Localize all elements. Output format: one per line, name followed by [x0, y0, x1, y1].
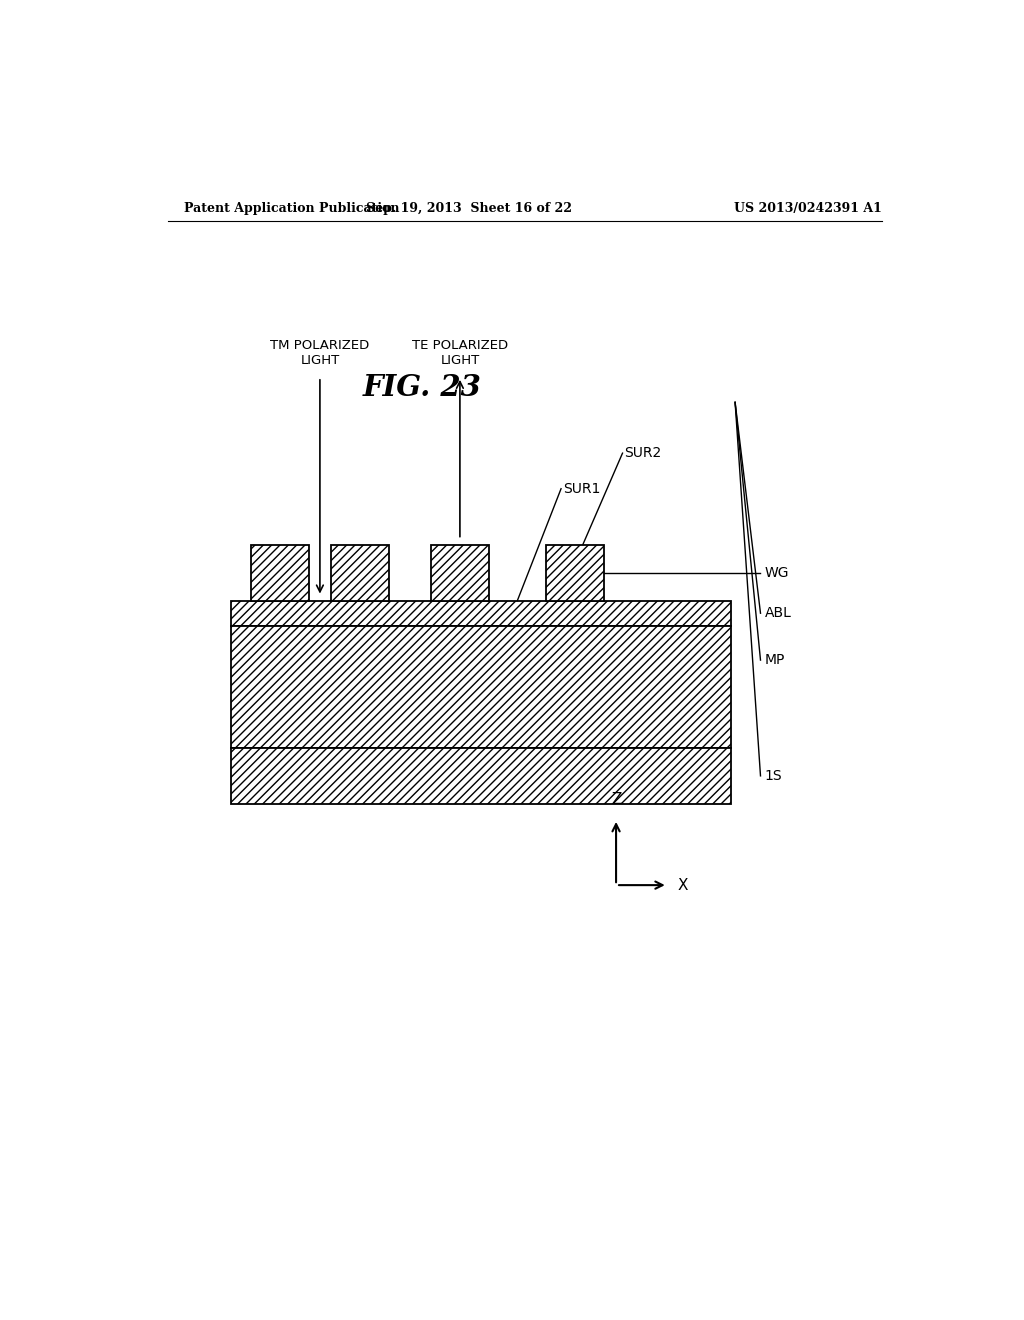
Bar: [231, 626, 731, 748]
Text: MP: MP: [765, 653, 784, 667]
Text: SUR2: SUR2: [624, 446, 662, 461]
Bar: [231, 748, 731, 804]
Text: TM POLARIZED
LIGHT: TM POLARIZED LIGHT: [270, 339, 370, 367]
Bar: [251, 545, 308, 601]
Bar: [431, 545, 488, 601]
Text: SUR1: SUR1: [563, 482, 601, 496]
Text: ABL: ABL: [765, 606, 792, 620]
Text: Sep. 19, 2013  Sheet 16 of 22: Sep. 19, 2013 Sheet 16 of 22: [367, 202, 572, 215]
Text: TE POLARIZED
LIGHT: TE POLARIZED LIGHT: [412, 339, 508, 367]
Bar: [231, 601, 731, 626]
Bar: [331, 545, 389, 601]
Text: FIG. 23: FIG. 23: [362, 372, 481, 401]
Text: WG: WG: [765, 565, 788, 579]
Text: Patent Application Publication: Patent Application Publication: [183, 202, 399, 215]
Text: X: X: [677, 878, 688, 892]
Text: 1S: 1S: [765, 768, 782, 783]
Text: US 2013/0242391 A1: US 2013/0242391 A1: [734, 202, 882, 215]
Text: Z: Z: [611, 792, 622, 807]
Bar: [546, 545, 603, 601]
